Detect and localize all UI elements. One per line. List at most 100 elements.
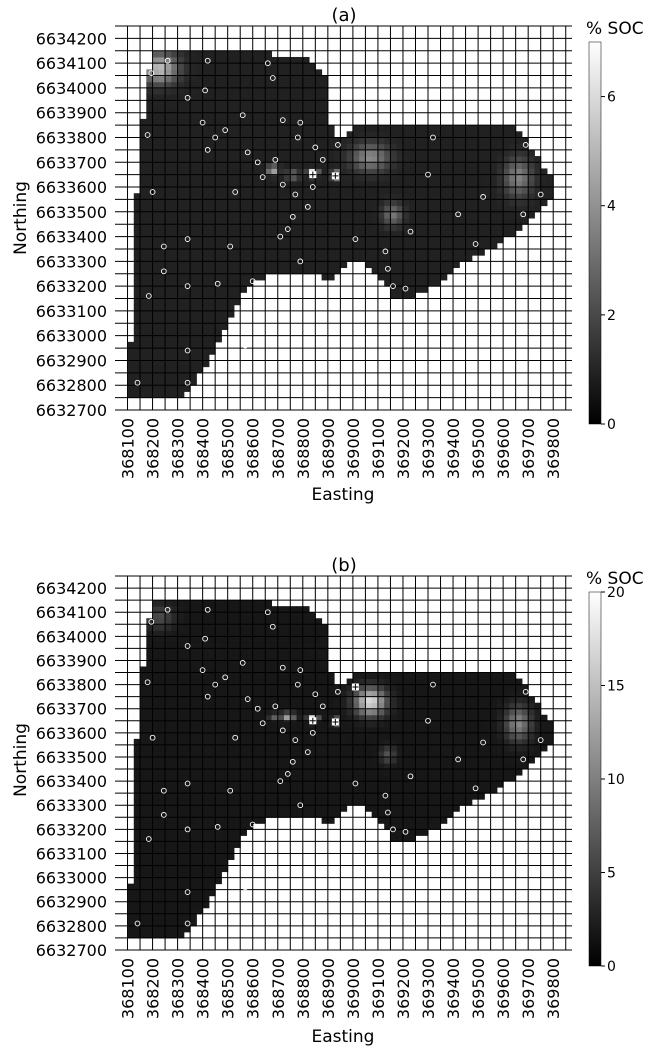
heatmap-cell	[240, 787, 247, 794]
heatmap-cell	[396, 726, 404, 734]
heatmap-cell	[284, 261, 291, 269]
heatmap-cell	[390, 279, 398, 287]
heatmap-cell	[140, 149, 147, 157]
heatmap-cell	[152, 391, 160, 399]
heatmap-cell	[227, 279, 235, 287]
heatmap-cell	[146, 137, 154, 145]
heatmap-cell	[202, 895, 210, 903]
heatmap-cell	[208, 304, 216, 312]
heatmap-cell	[484, 230, 492, 238]
heatmap-cell	[446, 805, 454, 812]
heatmap-cell	[390, 769, 398, 776]
heatmap-cell	[227, 811, 235, 818]
heatmap-cell	[277, 660, 285, 667]
heatmap-cell	[496, 162, 504, 169]
heatmap-cell	[165, 292, 172, 300]
heatmap-cell	[227, 255, 235, 262]
heatmap-cell	[252, 230, 260, 238]
heatmap-cell	[277, 168, 285, 176]
heatmap-cell	[190, 335, 197, 343]
heatmap-cell	[146, 205, 154, 213]
heatmap-cell	[371, 156, 379, 163]
heatmap-cell	[490, 193, 498, 200]
heatmap-cell	[484, 149, 492, 157]
heatmap-cell	[158, 180, 166, 188]
heatmap-cell	[265, 162, 273, 169]
heatmap-cell	[196, 261, 204, 269]
heatmap-cell	[377, 756, 385, 764]
heatmap-cell	[534, 750, 542, 758]
heatmap-cell	[158, 360, 166, 368]
heatmap-cell	[377, 273, 385, 281]
heatmap-cell	[503, 125, 510, 132]
heatmap-cell	[171, 50, 179, 58]
heatmap-cell	[183, 236, 191, 244]
heatmap-cell	[277, 738, 285, 746]
heatmap-cell	[158, 75, 166, 83]
heatmap-cell	[227, 708, 235, 716]
heatmap-cell	[152, 341, 160, 349]
heatmap-cell	[521, 149, 529, 157]
heatmap-cell	[428, 143, 435, 151]
heatmap-cell	[296, 100, 304, 108]
heatmap-cell	[321, 648, 329, 655]
heatmap-cell	[208, 859, 216, 867]
heatmap-cell	[346, 744, 354, 752]
sample-point	[232, 734, 239, 741]
heatmap-cell	[471, 769, 479, 776]
heatmap-cell	[465, 131, 473, 138]
heatmap-cell	[190, 738, 197, 746]
heatmap-cell	[296, 732, 304, 740]
heatmap-cell	[146, 775, 154, 782]
heatmap-cell	[158, 642, 166, 649]
heatmap-cell	[140, 907, 147, 915]
heatmap-cell	[208, 174, 216, 182]
heatmap-cell	[171, 304, 179, 312]
x-tick-label: 369100	[369, 958, 388, 1019]
heatmap-cell	[321, 180, 329, 188]
heatmap-cell	[146, 379, 154, 386]
heatmap-cell	[309, 149, 316, 157]
heatmap-cell	[415, 823, 423, 830]
heatmap-cell	[528, 168, 535, 176]
heatmap-cell	[190, 94, 197, 101]
heatmap-cell	[340, 248, 348, 256]
heatmap-cell	[277, 642, 285, 649]
heatmap-cell	[402, 286, 410, 293]
heatmap-cell	[409, 756, 416, 764]
heatmap-cell	[146, 248, 154, 256]
heatmap-cell	[315, 756, 323, 764]
heatmap-cell	[471, 696, 479, 704]
heatmap-cell	[171, 865, 179, 873]
heatmap-cell	[177, 211, 185, 219]
heatmap-cell	[177, 112, 185, 120]
heatmap-cell	[415, 187, 423, 194]
heatmap-cell	[440, 769, 448, 776]
heatmap-cell	[384, 187, 391, 194]
heatmap-cell	[277, 125, 285, 132]
heatmap-cell	[371, 738, 379, 746]
heatmap-cell	[183, 636, 191, 643]
x-tick-label: 368400	[194, 958, 213, 1019]
sample-point	[425, 717, 431, 724]
heatmap-cell	[540, 199, 548, 207]
heatmap-cell	[208, 348, 216, 355]
heatmap-cell	[202, 63, 210, 70]
sample-point	[202, 635, 208, 642]
heatmap-cell	[265, 174, 273, 182]
heatmap-cell	[171, 919, 179, 927]
heatmap-cell	[352, 199, 360, 207]
heatmap-cell	[258, 684, 266, 692]
sample-point	[289, 758, 296, 765]
heatmap-cell	[321, 672, 329, 680]
heatmap-cell	[340, 236, 348, 244]
heatmap-cell	[396, 708, 404, 716]
heatmap-cell	[503, 756, 510, 764]
heatmap-cell	[402, 137, 410, 145]
heatmap-cell	[158, 702, 166, 710]
heatmap-cell	[471, 162, 479, 169]
heatmap-cell	[196, 112, 204, 120]
heatmap-cell	[428, 273, 435, 281]
heatmap-cell	[484, 775, 492, 782]
heatmap-cell	[177, 889, 185, 897]
